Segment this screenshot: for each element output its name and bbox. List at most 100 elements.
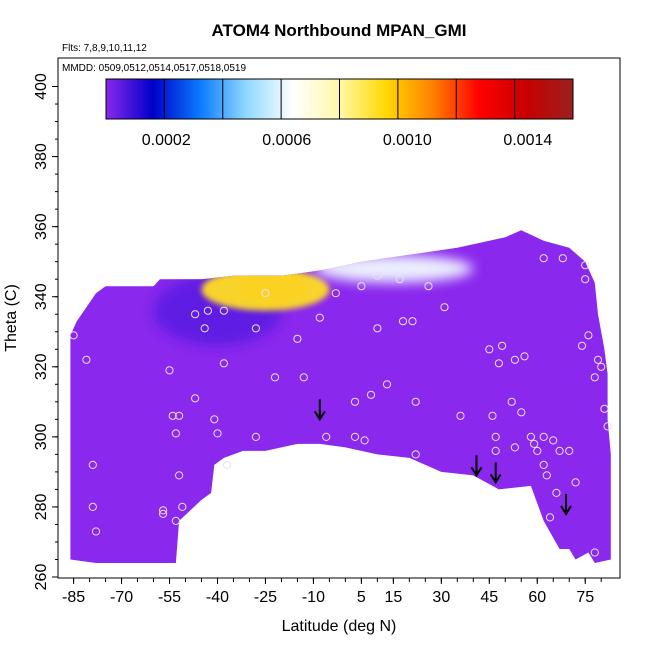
flight-point [539,432,548,441]
flight-point [507,397,516,406]
arrow-markers [313,399,572,516]
flight-point [498,341,507,350]
flight-point [539,460,548,469]
dates-label: MMDD: 0509,0512,0514,0517,0518,0519 [62,63,246,74]
flight-point [203,306,212,315]
x-tick-label: -10 [302,589,325,606]
flight-point [539,254,548,263]
flight-point [494,359,503,368]
flight-point [373,324,382,333]
colorbar-tick-label: 0.0010 [383,132,432,149]
flight-point [533,446,542,455]
flight-point [581,261,590,270]
flight-point [270,373,280,382]
flight-point [424,282,433,291]
flight-point [510,443,520,452]
colorbar-tick-label: 0.0002 [142,132,191,149]
flight-point [597,362,606,371]
flight-point [395,275,404,284]
flight-point [251,324,260,333]
flight-point [171,516,180,526]
flight-point [91,527,101,536]
field-feature [313,254,474,283]
flight-point [600,404,609,413]
flight-point [322,432,331,441]
flight-point [577,341,587,350]
arrow-head [470,466,483,478]
flight-point [510,355,520,364]
x-tick-label: -70 [110,589,133,606]
flight-points [69,254,612,557]
flight-point [456,411,465,420]
y-axis: 260 280 300 320 340 360 380 400 [33,73,58,590]
colorbar-tick-label: 0.0014 [503,132,552,149]
flight-point [88,460,97,469]
flight-point [165,366,174,375]
arrow-head [489,473,502,485]
flight-point [491,446,500,455]
flight-point [545,513,555,522]
flight-point [251,432,260,441]
flight-point [360,436,369,445]
flight-point [331,289,340,298]
x-tick-label: -25 [254,589,277,606]
flight-point [88,502,97,511]
flight-point [200,324,209,333]
down-arrow [560,493,572,516]
flight-point [517,408,526,417]
flight-point [485,345,494,354]
flight-point [69,331,78,340]
flight-point [549,436,558,445]
flight-point [520,352,529,361]
flight-point [411,397,420,406]
x-tick-label: 15 [384,589,402,606]
x-tick-label: -85 [62,589,85,606]
flight-point [552,488,561,497]
y-tick-label: 320 [33,353,50,380]
x-tick-label: 60 [528,589,546,606]
x-tick-label: 30 [432,589,450,606]
flight-point [398,317,408,326]
flight-point [526,432,536,441]
colorbar-tick-label: 0.0006 [262,132,311,149]
flight-point [571,478,580,487]
flight-point [565,446,574,455]
flight-point [175,471,184,480]
x-tick-label: 75 [576,589,594,606]
arrow-head [313,410,326,422]
flight-point [210,415,219,424]
flight-point [171,429,180,438]
y-tick-label: 340 [33,283,50,310]
flight-point [261,289,270,298]
flight-point [590,373,599,382]
chart-title: ATOM4 Northbound MPAN_GMI [212,21,467,40]
flight-point [558,254,567,263]
y-tick-label: 300 [33,423,50,450]
flight-point [219,306,228,315]
flight-point [491,432,500,441]
flight-point [213,429,222,438]
flight-point [219,359,228,368]
flight-point [223,460,232,469]
flights-label: Flts: 7,8,9,10,11,12 [62,43,147,54]
x-axis-label: Latitude (deg N) [282,618,397,635]
flight-point [530,439,539,448]
x-tick-label: -40 [206,589,229,606]
flight-point [411,450,420,459]
flight-point [159,506,168,515]
x-axis: -85 -70 -55 -40 -25 -10 5 15 30 45 60 75 [62,578,602,606]
flight-point [373,271,382,280]
down-arrow [470,455,483,478]
down-arrow [489,462,502,485]
flight-point [581,275,590,284]
flight-point [159,509,168,519]
flight-point [191,310,200,319]
flight-point [555,446,564,455]
arrow-head [560,505,572,516]
y-tick-label: 400 [33,73,50,100]
flight-point [488,411,497,420]
flight-point [584,331,593,340]
flight-point [350,432,360,441]
y-axis-label: Theta (C) [3,284,20,352]
